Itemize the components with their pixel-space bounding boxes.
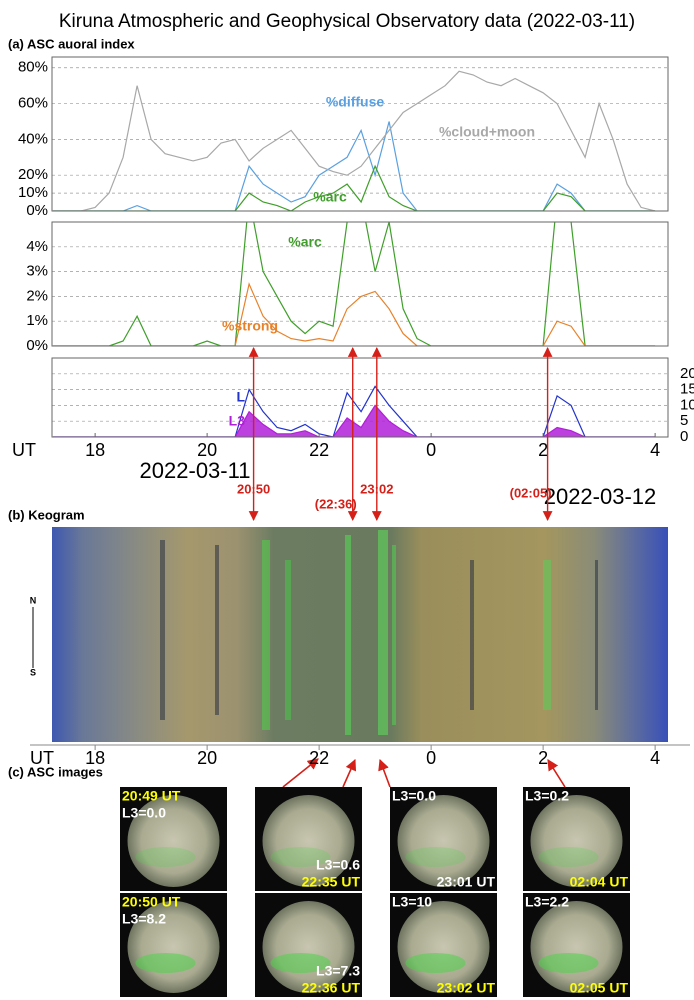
aurora-glow — [538, 953, 599, 973]
image-label: L3=7.3 — [316, 963, 360, 979]
asc-image: L3=10 23:02 UT — [390, 893, 497, 997]
series-label: %strong — [222, 318, 278, 334]
x-tick-label: 4 — [650, 440, 660, 460]
series-label: %arc — [313, 189, 347, 205]
image-label: 02:05 UT — [570, 980, 629, 996]
asc-image: L3=0.0 23:01 UT — [390, 787, 497, 891]
figure-title: Kiruna Atmospheric and Geophysical Obser… — [59, 11, 635, 32]
plot-frame — [51, 221, 669, 347]
asc-image: L3=7.322:36 UT — [255, 893, 362, 997]
x-tick-label: 2 — [538, 748, 548, 768]
series-label: %arc — [288, 234, 322, 250]
plot-frame — [51, 56, 669, 212]
south-label: S — [30, 667, 36, 677]
y-tick-label: 4% — [26, 238, 48, 255]
aurora-glow — [538, 847, 599, 867]
y-tick-label: 0 — [680, 428, 688, 445]
image-label: 22:36 UT — [302, 980, 361, 996]
x-tick-label: 20 — [197, 440, 217, 460]
image-label: 02:04 UT — [570, 874, 629, 890]
y-tick-label: 40% — [18, 130, 48, 147]
x-tick-label: 18 — [85, 440, 105, 460]
image-label: 22:35 UT — [302, 874, 361, 890]
y-tick-label: 20% — [18, 166, 48, 183]
x-axis-label: UT — [12, 440, 36, 460]
series-label: %diffuse — [326, 94, 385, 110]
series-label: L — [236, 389, 245, 405]
plot-frame — [51, 357, 669, 438]
x-tick-label: 22 — [309, 440, 329, 460]
x-tick-label: 18 — [85, 748, 105, 768]
aurora-glow — [135, 953, 196, 973]
image-label: L3=2.2 — [525, 894, 569, 910]
image-label: L3=10 — [392, 894, 432, 910]
image-label: 23:02 UT — [437, 980, 496, 996]
x-tick-label: 2 — [538, 440, 548, 460]
y-tick-label: 10% — [18, 184, 48, 201]
y-tick-label: 3% — [26, 263, 48, 280]
x-tick-label: 22 — [309, 748, 329, 768]
asc-image: L3=0.2 02:04 UT — [523, 787, 630, 891]
keogram-image — [52, 527, 668, 742]
x-axis-label: UT — [30, 748, 54, 768]
y-tick-label: 1% — [26, 312, 48, 329]
x-tick-label: 20 — [197, 748, 217, 768]
y-tick-label: 15 — [680, 381, 694, 398]
event-label: 23:02 — [360, 481, 393, 496]
series-line — [53, 70, 656, 211]
image-label: L3=0.0 — [392, 788, 436, 804]
series-label: L3 — [229, 413, 246, 429]
event-label: 20:50 — [237, 481, 270, 496]
image-pointers — [282, 758, 566, 788]
asc-image: L3=0.622:35 UT — [255, 787, 362, 891]
aurora-glow — [405, 953, 466, 973]
y-tick-label: 20 — [680, 365, 694, 382]
image-label: 23:01 UT — [437, 874, 496, 890]
aurora-glow — [135, 847, 196, 867]
y-tick-label: 80% — [18, 59, 48, 76]
y-tick-label: 10 — [680, 396, 694, 413]
series-label: %cloud+moon — [439, 124, 535, 140]
series-line — [53, 282, 656, 346]
sky-disc — [127, 795, 220, 887]
image-label: L3=8.2 — [122, 911, 166, 927]
y-tick-label: 5 — [680, 412, 688, 429]
panel-title: (b) Keogram — [8, 507, 85, 522]
series-line — [53, 121, 656, 211]
y-tick-label: 60% — [18, 95, 48, 112]
date-label: 2022-03-12 — [544, 484, 657, 509]
x-tick-label: 0 — [426, 748, 436, 768]
panel-title: (c) ASC images — [8, 764, 103, 779]
event-label: (02:05) — [510, 485, 552, 500]
series-line — [53, 164, 656, 211]
y-tick-label: 0% — [26, 337, 48, 354]
x-tick-label: 0 — [426, 440, 436, 460]
aurora-glow — [270, 847, 331, 867]
event-label: (22:36) — [315, 496, 357, 511]
image-label: L3=0.6 — [316, 857, 360, 873]
sky-disc — [530, 795, 623, 887]
aurora-glow — [405, 847, 466, 867]
asc-image: L3=2.2 02:05 UT — [523, 893, 630, 997]
panel-title: (a) ASC auoral index — [8, 36, 135, 51]
keogram-streaks — [160, 530, 598, 735]
sky-disc — [262, 795, 355, 887]
sky-disc — [397, 795, 490, 887]
y-tick-label: 2% — [26, 287, 48, 304]
image-label: L3=0.0 — [122, 805, 166, 821]
aurora-glow — [270, 953, 331, 973]
y-tick-label: 0% — [26, 202, 48, 219]
date-label: 2022-03-11 — [140, 458, 251, 483]
north-label: N — [30, 595, 37, 605]
image-label: 20:49 UT — [122, 788, 181, 804]
x-tick-label: 4 — [650, 748, 660, 768]
image-label: L3=0.2 — [525, 788, 569, 804]
image-label: 20:50 UT — [122, 894, 181, 910]
